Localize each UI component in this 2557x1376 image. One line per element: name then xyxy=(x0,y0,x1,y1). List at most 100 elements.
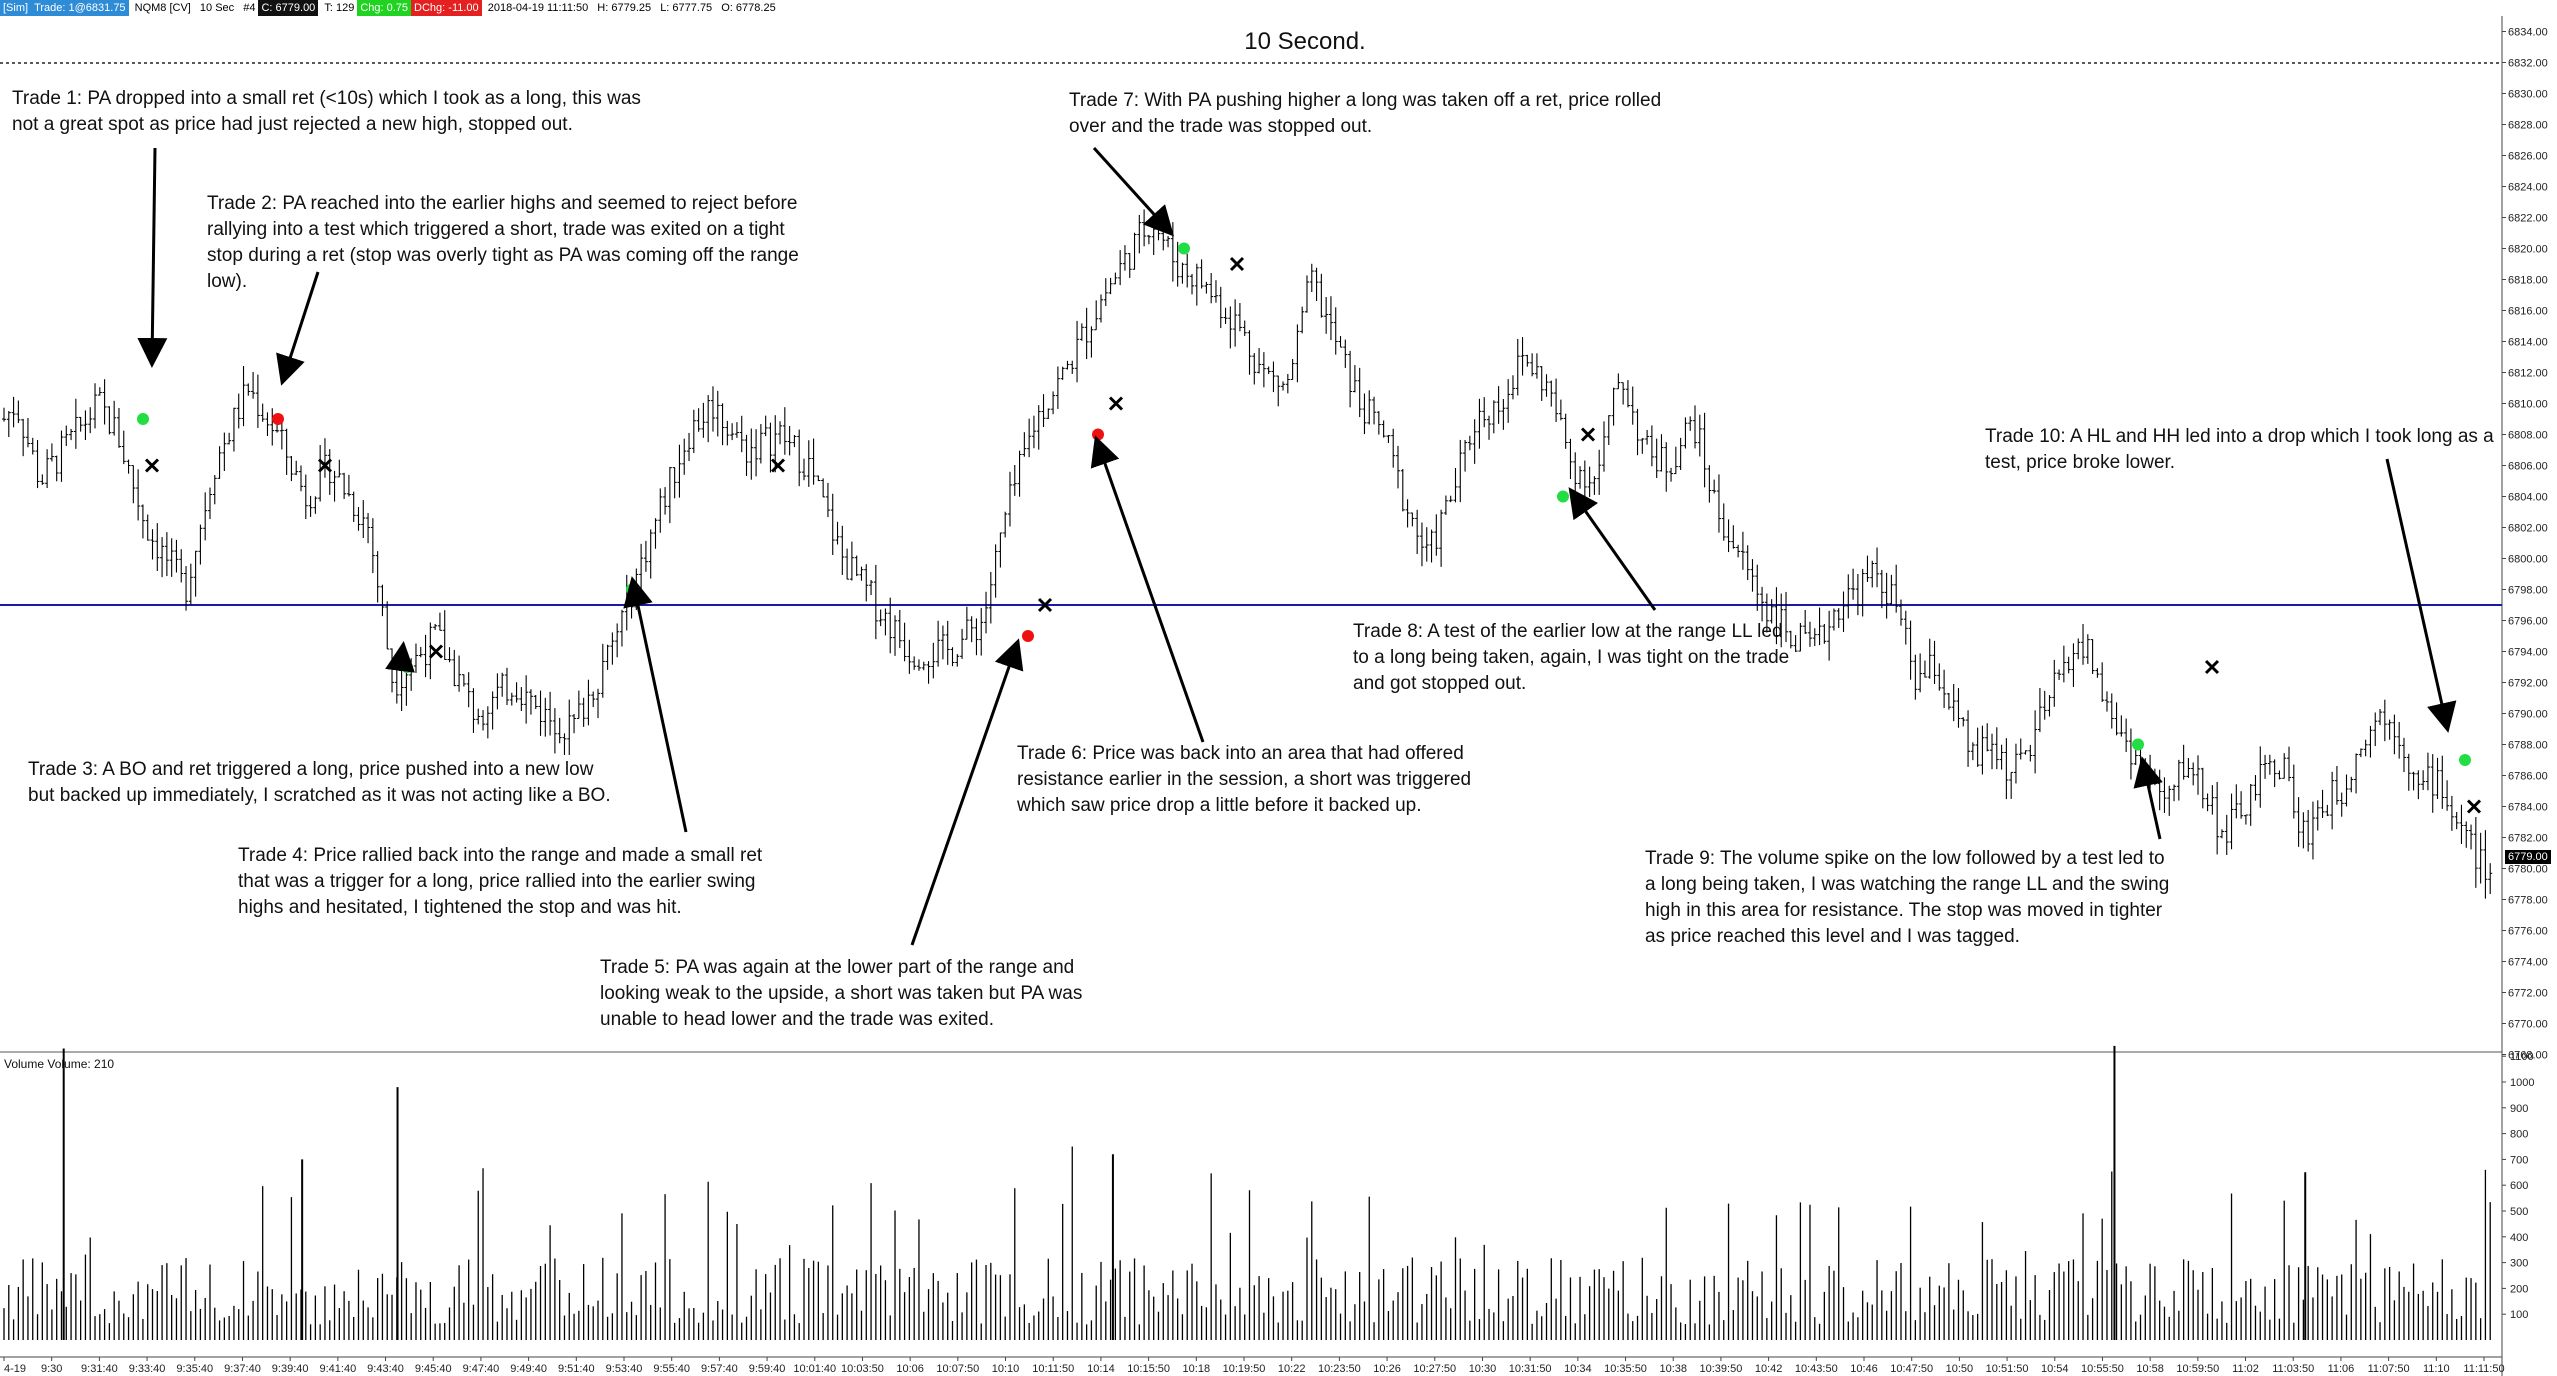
annotation-trade-2: Trade 2: PA reached into the earlier hig… xyxy=(207,191,799,295)
annotation-trade-4: Trade 4: Price rallied back into the ran… xyxy=(238,843,762,921)
annotation-line: but backed up immediately, I scratched a… xyxy=(28,785,611,806)
annotation-arrow xyxy=(623,576,688,833)
y-tick-label: 6794.00 xyxy=(2508,647,2548,659)
annotation-line: stop during a ret (stop was overly tight… xyxy=(207,245,799,266)
open-value: O: 6778.25 xyxy=(721,2,776,14)
datetime-value: 2018-04-19 11:11:50 xyxy=(487,2,589,14)
trade-7-entry-dot xyxy=(1178,242,1190,255)
x-tick-label: 10:19:50 xyxy=(1223,1363,1266,1375)
x-tick-label: 10:50 xyxy=(1946,1363,1974,1375)
exit-stroke xyxy=(1229,256,1245,272)
volume-tick-label: 800 xyxy=(2510,1129,2528,1141)
x-tick-label: 9:37:40 xyxy=(224,1363,261,1375)
x-tick-label: 9:59:40 xyxy=(749,1363,786,1375)
volume-tick-label: 900 xyxy=(2510,1103,2528,1115)
x-tick-label: 10:22 xyxy=(1278,1363,1306,1375)
annotation-trade-3: Trade 3: A BO and ret triggered a long, … xyxy=(28,757,611,809)
annotation-line: high in this area for resistance. The st… xyxy=(1645,900,2163,921)
annotation-arrow xyxy=(385,641,415,673)
account-label[interactable]: [Sim] xyxy=(0,0,32,16)
annotation-line: Trade 5: PA was again at the lower part … xyxy=(600,957,1075,978)
annotation-arrow xyxy=(2385,458,2457,733)
x-tick-label: 10:55:50 xyxy=(2081,1363,2124,1375)
trade-4-exit-x xyxy=(770,458,786,473)
x-tick-label: 10:27:50 xyxy=(1413,1363,1456,1375)
exit-stroke xyxy=(1037,597,1053,613)
y-tick-label: 6788.00 xyxy=(2508,740,2548,752)
x-tick-label: 11:02 xyxy=(2232,1363,2259,1375)
x-tick-label: 10:43:50 xyxy=(1795,1363,1838,1375)
x-tick-label: 10:30 xyxy=(1469,1363,1497,1375)
x-tick-label: 10:59:50 xyxy=(2176,1363,2219,1375)
trade-2-exit-x xyxy=(317,458,333,473)
x-tick-label: 10:23:50 xyxy=(1318,1363,1361,1375)
x-tick-label: 10:11:50 xyxy=(1032,1363,1074,1375)
volume-tick-label: 1000 xyxy=(2510,1077,2534,1089)
exit-stroke xyxy=(144,458,160,473)
annotation-line: Trade 2: PA reached into the earlier hig… xyxy=(207,193,798,214)
trade-2-entry-dot xyxy=(272,413,284,425)
trade-label[interactable]: Trade: 1@6831.75 xyxy=(31,0,129,16)
volume-tick-label: 400 xyxy=(2510,1232,2528,1244)
annotation-trade-5: Trade 5: PA was again at the lower part … xyxy=(600,955,1082,1033)
price-bars xyxy=(2,209,2493,899)
annotation-arrow xyxy=(276,271,320,386)
x-tick-label: 10:01:40 xyxy=(793,1363,836,1375)
exit-stroke xyxy=(428,644,444,659)
annotation-line: a long being taken, I was watching the r… xyxy=(1645,874,2170,895)
annotation-line: Trade 8: A test of the earlier low at th… xyxy=(1353,621,1783,642)
annotation-line: Trade 1: PA dropped into a small ret (<1… xyxy=(12,88,641,109)
x-tick-label: 11:03:50 xyxy=(2272,1363,2314,1375)
volume-tick-label: 700 xyxy=(2510,1154,2528,1166)
x-tick-label: 9:47:40 xyxy=(463,1363,500,1375)
volume-tick-label: 600 xyxy=(2510,1180,2528,1192)
x-tick-label: 10:46 xyxy=(1850,1363,1878,1375)
axes: 6834.00 6832.00 6830.00 6828.00 6826.00 6824.… xyxy=(3,27,2548,1375)
x-tick-label: 10:06 xyxy=(896,1363,924,1375)
x-tick-label: 9:30 xyxy=(41,1363,62,1375)
volume-bars xyxy=(3,1045,2491,1340)
trade-6-entry-dot xyxy=(1092,428,1104,441)
volume-tick-label: 200 xyxy=(2510,1283,2528,1295)
x-tick-label: 10:14 xyxy=(1087,1363,1115,1375)
annotation-line: which saw price drop a little before it … xyxy=(1017,795,1422,816)
y-tick-label: 6798.00 xyxy=(2508,585,2548,597)
exit-stroke xyxy=(317,458,333,473)
chg-value: Chg: 0.75 xyxy=(357,0,412,16)
annotation-line: that was a trigger for a long, price ral… xyxy=(238,871,756,892)
volume-tick-label: 500 xyxy=(2510,1206,2528,1218)
annotation-trade-9: Trade 9: The volume spike on the low fol… xyxy=(1645,846,2169,950)
y-tick-label: 6820.00 xyxy=(2508,244,2548,256)
x-tick-label: 9:33:40 xyxy=(129,1363,166,1375)
annotation-line: over and the trade was stopped out. xyxy=(1069,116,1373,137)
x-tick-label: 10:03:50 xyxy=(841,1363,884,1375)
x-tick-label: 10:34 xyxy=(1564,1363,1592,1375)
x-tick-label: 10:18 xyxy=(1183,1363,1211,1375)
annotation-line: looking weak to the upside, a short was … xyxy=(600,983,1083,1004)
y-tick-label: 6806.00 xyxy=(2508,461,2548,473)
annotation-trade-1: Trade 1: PA dropped into a small ret (<1… xyxy=(12,86,641,138)
chart-frame xyxy=(0,16,2503,1376)
annotation-arrow xyxy=(1568,487,1657,611)
y-tick-label: 6834.00 xyxy=(2508,27,2548,39)
period-label[interactable]: 10 Sec xyxy=(199,2,235,14)
instrument-label[interactable]: NQM8 [CV] xyxy=(134,2,191,14)
y-tick-label: 6770.00 xyxy=(2508,1019,2548,1031)
x-tick-label: 9:39:40 xyxy=(272,1363,309,1375)
y-tick-label: 6804.00 xyxy=(2508,492,2548,504)
x-tick-label: 9:49:40 xyxy=(510,1363,547,1375)
annotation-arrow xyxy=(137,147,168,368)
x-tick-label: 10:26 xyxy=(1373,1363,1401,1375)
trade-markers xyxy=(137,242,2482,814)
annotation-arrow xyxy=(1092,146,1175,237)
y-tick-label: 6832.00 xyxy=(2508,58,2548,70)
x-tick-label: 10:51:50 xyxy=(1986,1363,2029,1375)
trade-3-entry-dot xyxy=(401,661,413,673)
trade-9-entry-dot xyxy=(2132,738,2144,751)
trade-6-exit-x xyxy=(1108,396,1124,411)
x-tick-label: 9:41:40 xyxy=(319,1363,356,1375)
last-price-tag: 6779.00 xyxy=(2505,850,2551,864)
x-tick-label: 10:39:50 xyxy=(1700,1363,1743,1375)
chart-title: 10 Second. xyxy=(1244,28,1366,55)
